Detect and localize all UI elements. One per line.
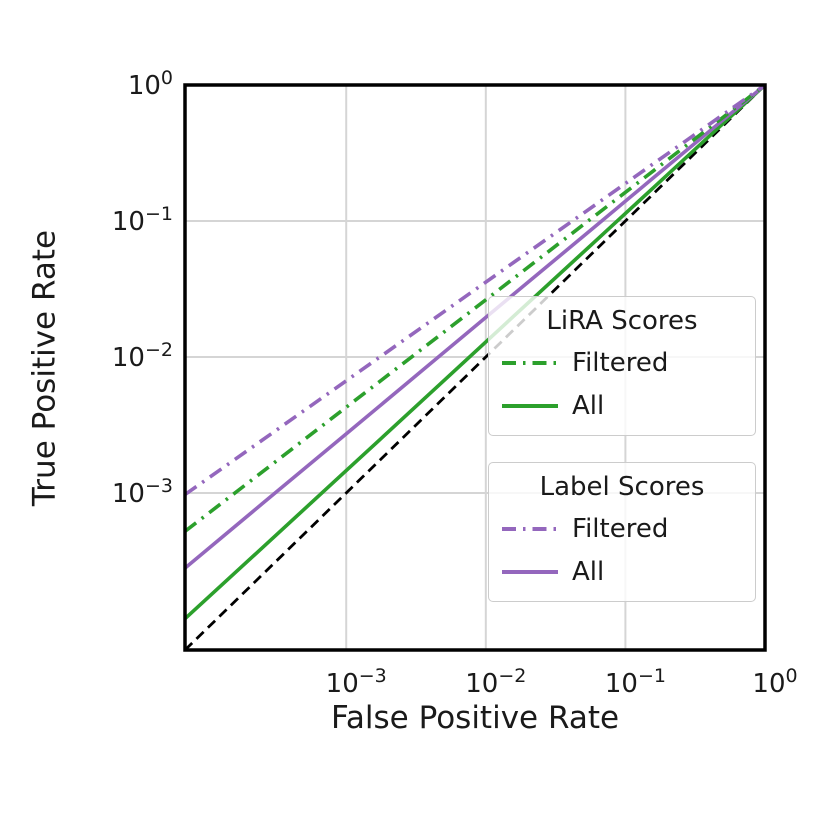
legend-item-label-filtered: Filtered [501, 507, 743, 550]
y-axis-label: True Positive Rate [26, 229, 63, 507]
line-sample-lira-all-icon [502, 403, 558, 408]
curve-label-filtered [183, 83, 767, 497]
curve-label-all [183, 83, 767, 570]
tick-label: 10−1 [112, 203, 173, 237]
line-sample-lira-filtered-icon [502, 360, 558, 365]
roc-curves [183, 83, 767, 652]
legend-label: Filtered [572, 347, 669, 378]
legend-item-lira-filtered: Filtered [501, 341, 743, 384]
legend-label: All [572, 556, 605, 587]
tick-label: 100 [128, 67, 173, 101]
line-sample-label-all-icon [502, 569, 558, 574]
legend-item-label-all: All [501, 550, 743, 593]
tick-label: 10−1 [605, 665, 666, 699]
curve-lira-all [183, 83, 767, 620]
legend-lira-scores: LiRA Scores Filtered All [488, 296, 756, 436]
legend-label: All [572, 390, 605, 421]
tick-label: 10−3 [326, 665, 387, 699]
legend-title-label: Label Scores [539, 472, 705, 502]
legend-item-lira-all: All [501, 384, 743, 427]
line-sample-label-filtered-icon [502, 526, 558, 531]
plot-frame [183, 83, 767, 652]
legend-label: Filtered [572, 513, 669, 544]
tick-label: 100 [752, 665, 797, 699]
tick-label: 10−2 [465, 665, 526, 699]
legend-title-lira: LiRA Scores [546, 306, 698, 336]
legend-label-scores: Label Scores Filtered All [488, 462, 756, 602]
tick-label: 10−3 [112, 475, 173, 509]
curve-lira-filtered [183, 83, 767, 533]
tick-label: 10−2 [112, 339, 173, 373]
x-axis-label: False Positive Rate [330, 700, 620, 736]
